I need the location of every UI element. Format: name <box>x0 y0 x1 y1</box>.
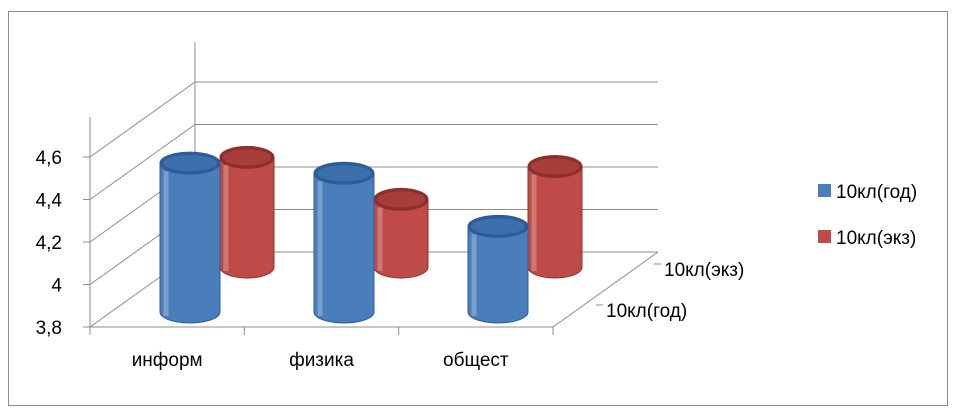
y-tick-label: 4,6 <box>36 148 62 169</box>
cylinder-body <box>219 156 275 279</box>
legend-swatch <box>818 230 831 243</box>
cylinder-top-shine <box>317 165 371 182</box>
bar-back <box>527 154 583 279</box>
x-tick-label: общест <box>443 350 509 371</box>
cylinder-top-shine <box>223 149 271 166</box>
cylinder-top-shine <box>531 158 579 175</box>
cylinder-top-shine <box>377 191 425 208</box>
x-tick-label: информ <box>132 350 203 371</box>
bar-back <box>373 187 429 279</box>
bars-back-series <box>219 145 583 279</box>
x-axis-ticks: информ физика общест <box>132 350 509 371</box>
bar-front <box>159 151 221 324</box>
y-tick-label: 3,8 <box>36 318 62 339</box>
side-gridline <box>89 124 196 200</box>
y-tick-label: 4,4 <box>36 191 63 212</box>
cylinder-top-shine <box>163 155 217 172</box>
depth-axis-label: 10кл(экз) <box>664 260 744 281</box>
depth-axis-labels: 10кл(экз) 10кл(год) <box>596 260 744 322</box>
legend-label: 10кл(год) <box>836 182 917 203</box>
y-tick-label: 4,2 <box>36 233 62 254</box>
floor-right-edge <box>552 251 659 328</box>
cylinder-body <box>527 165 583 279</box>
side-gridline <box>89 81 196 158</box>
legend-label: 10кл(экз) <box>836 228 916 249</box>
cylinder-body <box>373 198 429 279</box>
cylinder-body <box>467 225 529 324</box>
cylinder-body <box>313 172 375 324</box>
bars-front-series <box>159 151 529 324</box>
bar-back <box>219 145 275 279</box>
cylinder-body <box>159 162 221 324</box>
legend-swatch <box>818 184 831 197</box>
cylinder-top-shine <box>471 218 525 235</box>
y-axis-ticks: 4,6 4,4 4,2 4 3,8 <box>36 148 90 339</box>
depth-axis-label: 10кл(год) <box>606 301 687 322</box>
legend: 10кл(год) 10кл(экз) <box>818 182 917 249</box>
bar-front <box>313 161 375 324</box>
x-tick-label: физика <box>289 350 354 371</box>
bar-front <box>467 214 529 324</box>
y-tick-label: 4 <box>51 276 62 297</box>
